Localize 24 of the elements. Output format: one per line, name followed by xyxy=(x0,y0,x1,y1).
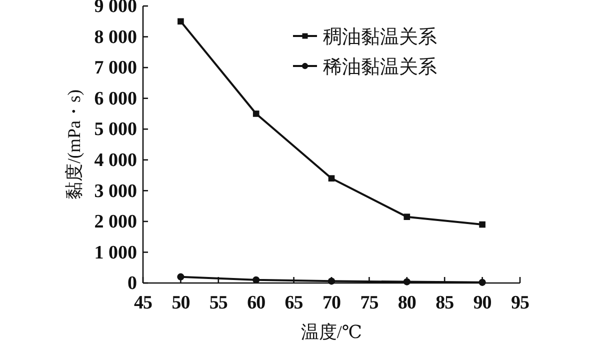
x-tick-label: 65 xyxy=(284,292,303,314)
y-tick-label: 3 000 xyxy=(94,180,137,202)
y-tick-label: 5 000 xyxy=(94,119,137,140)
x-tick-label: 55 xyxy=(209,292,228,314)
x-axis-title: 温度/℃ xyxy=(300,322,362,342)
y-tick-label: 0 xyxy=(128,273,137,294)
x-tick-label: 95 xyxy=(511,292,529,314)
y-axis-title: 黏度/(mPa・s) xyxy=(64,90,84,200)
x-tick-label: 60 xyxy=(247,292,266,314)
y-tick-label: 4 000 xyxy=(94,150,137,171)
x-tick-label: 90 xyxy=(473,292,492,314)
x-tick-label: 85 xyxy=(436,292,454,314)
y-tick-label: 8 000 xyxy=(94,26,137,48)
legend-label: 稠油黏温关系 xyxy=(323,27,437,48)
y-tick-label: 6 000 xyxy=(94,88,137,110)
x-tick-label: 70 xyxy=(322,292,340,314)
legend-label: 稀油黏温关系 xyxy=(323,57,437,78)
x-tick-label: 80 xyxy=(398,292,416,314)
y-tick-label: 2 000 xyxy=(94,212,137,233)
x-tick-label: 45 xyxy=(134,292,152,314)
x-tick-label: 75 xyxy=(360,292,378,314)
x-tick-label: 50 xyxy=(172,292,190,314)
y-tick-label: 1 000 xyxy=(94,242,137,264)
y-tick-label: 7 000 xyxy=(94,58,137,79)
